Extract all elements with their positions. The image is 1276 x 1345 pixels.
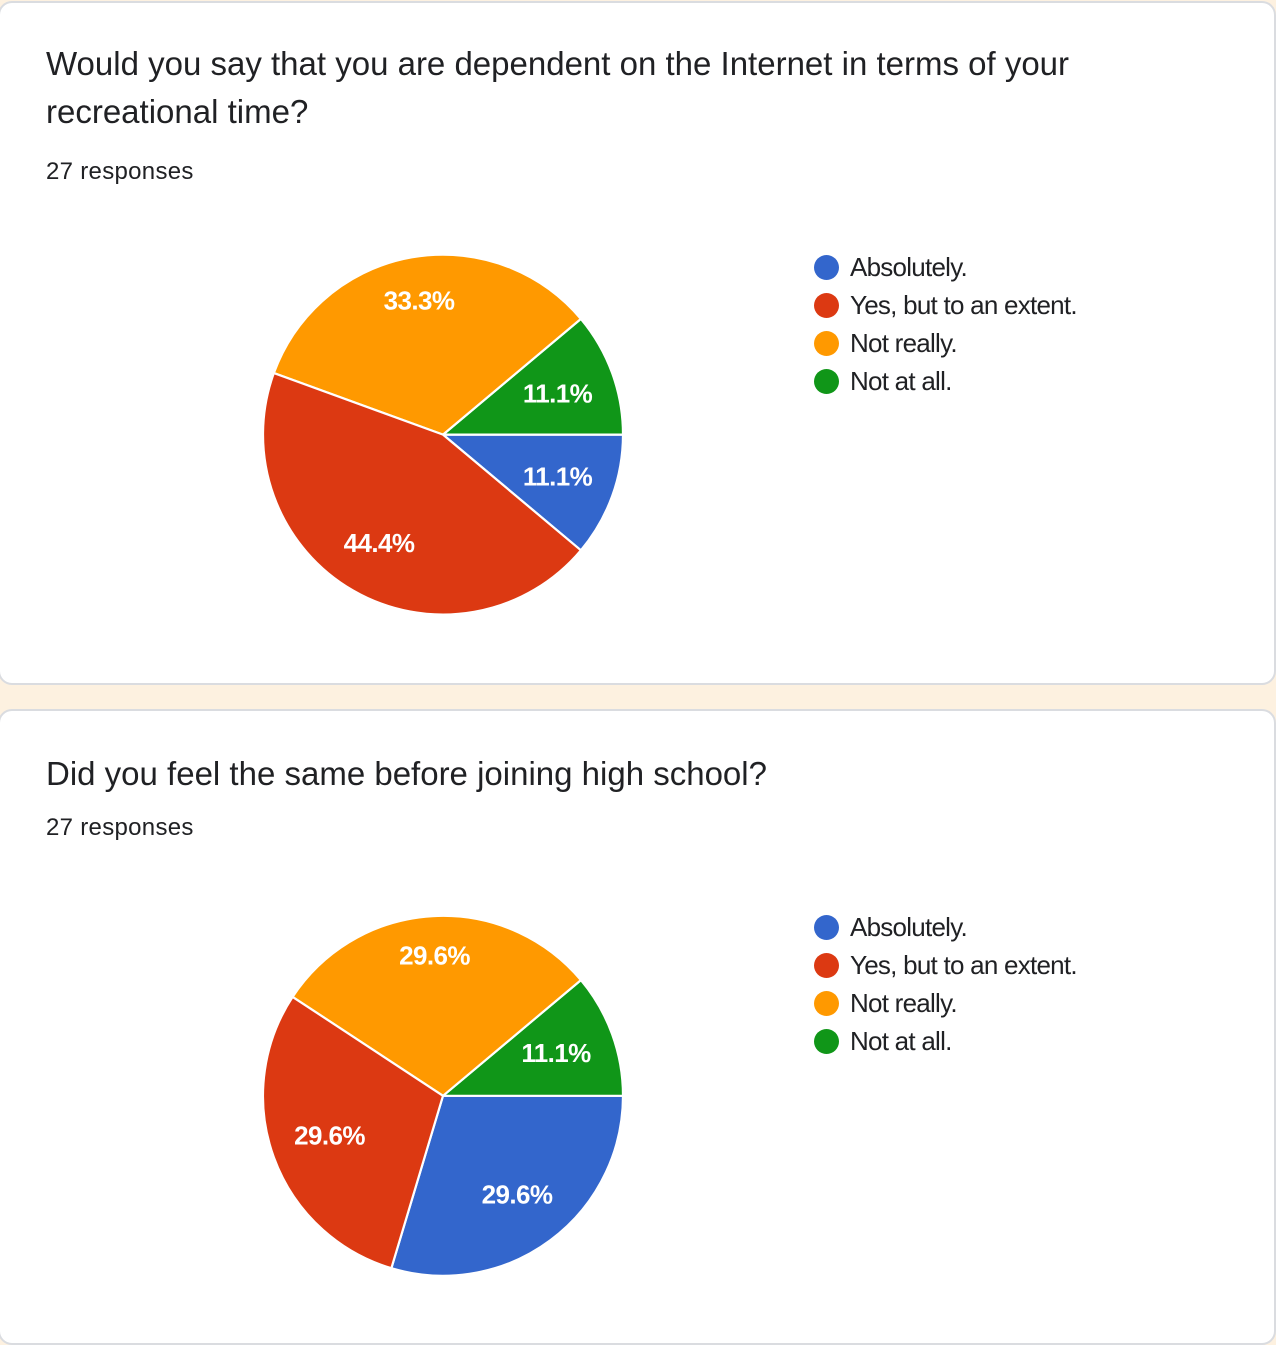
- svg-text:29.6%: 29.6%: [399, 941, 470, 971]
- svg-text:29.6%: 29.6%: [294, 1121, 365, 1151]
- svg-text:11.1%: 11.1%: [521, 1038, 591, 1068]
- svg-text:33.3%: 33.3%: [384, 286, 455, 316]
- svg-text:29.6%: 29.6%: [482, 1180, 553, 1210]
- svg-text:44.4%: 44.4%: [344, 528, 415, 558]
- svg-text:11.1%: 11.1%: [523, 462, 593, 492]
- svg-text:11.1%: 11.1%: [523, 378, 593, 408]
